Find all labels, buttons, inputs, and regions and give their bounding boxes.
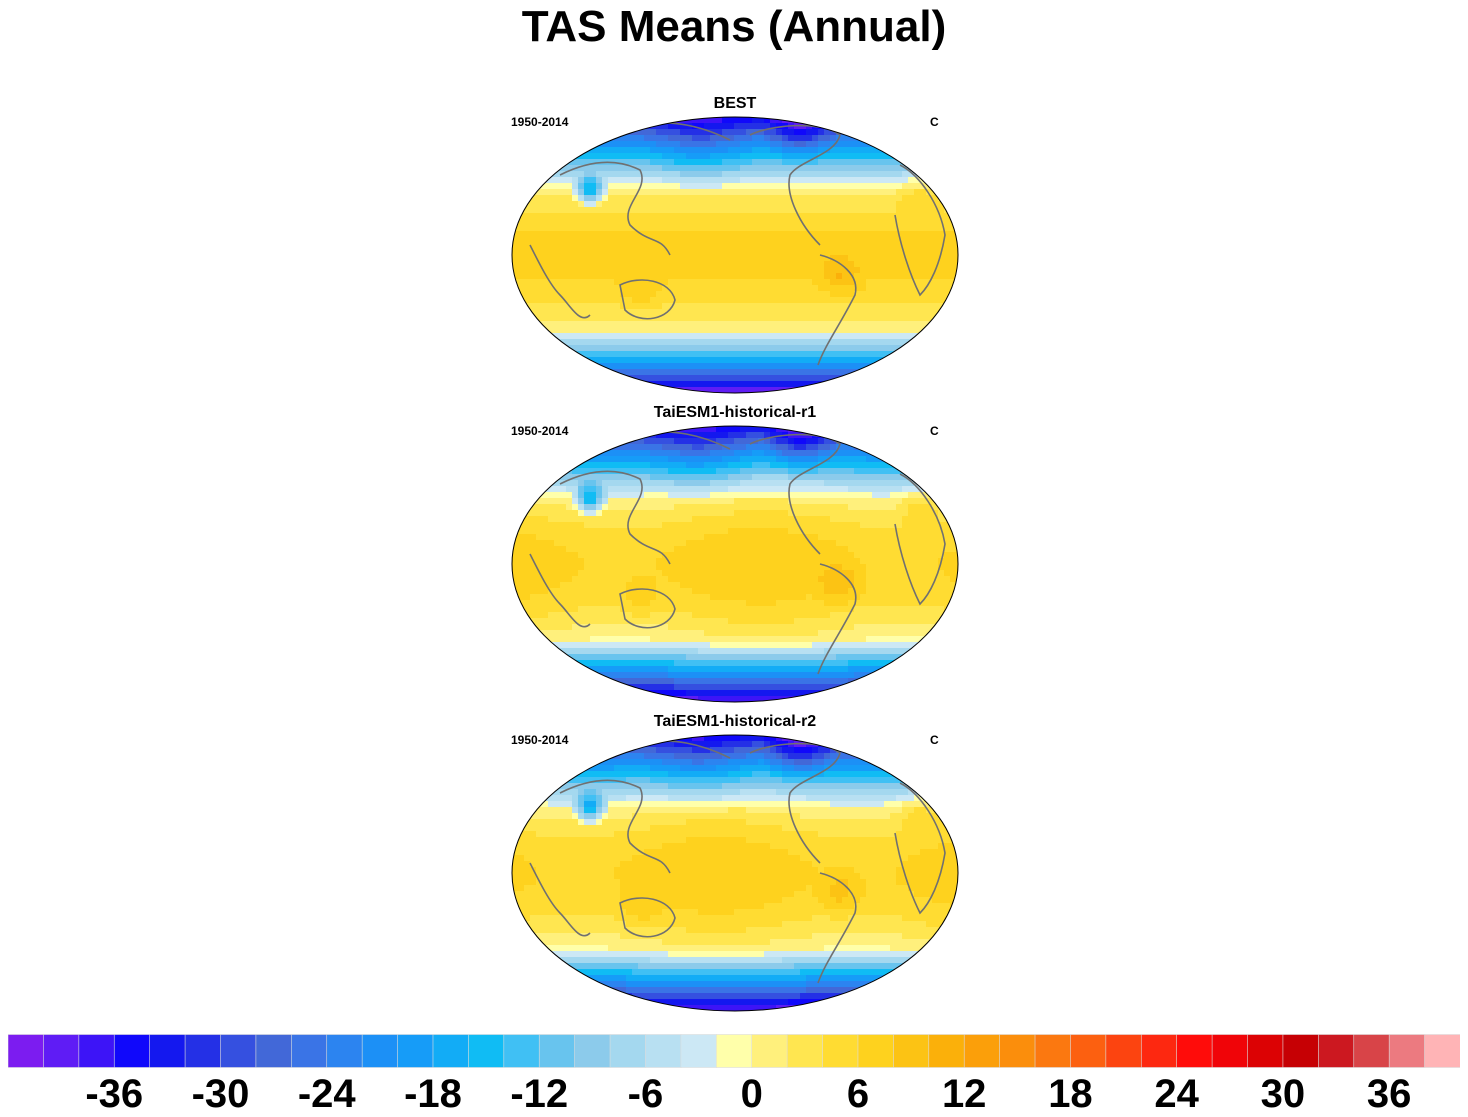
colorbar-swatch [1353,1034,1390,1068]
colorbar-swatch [326,1034,363,1068]
map-panel-taiesm1-r2: TaiESM1-historical-r2 1950-2014 C [500,713,970,1013]
map-border [511,116,959,394]
colorbar-tick-label: 18 [1048,1072,1093,1116]
colorbar-tick-label: 6 [846,1072,870,1116]
temperature-map [511,425,959,703]
colorbar-swatch [609,1034,647,1068]
colorbar-swatch [503,1034,540,1068]
colorbar-tick-label: -18 [404,1072,462,1116]
colorbar-swatch [1211,1034,1249,1068]
panel-title: TaiESM1-historical-r2 [653,713,817,730]
colorbar-swatch [1388,1034,1426,1068]
colorbar-tick-label: 12 [941,1072,987,1116]
colorbar-swatch [113,1034,151,1068]
colorbar-tick-label: 0 [740,1072,763,1116]
colorbar-swatch [680,1034,717,1068]
figure-title: TAS Means (Annual) [521,2,947,51]
colorbar-tick-label: -24 [297,1072,356,1116]
colorbar-swatch [574,1034,611,1068]
colorbar-swatch [1318,1034,1355,1068]
colorbar-tick-label: -6 [627,1072,664,1116]
period-label: 1950-2014 [511,115,569,129]
colorbar-swatch [78,1034,115,1068]
colorbar-swatch [963,1034,1001,1068]
colorbar-tick-label: 24 [1154,1072,1199,1116]
colorbar-swatch [184,1034,222,1068]
colorbar-swatch [1034,1034,1072,1068]
colorbar-swatch [786,1034,824,1068]
colorbar-swatch [822,1034,859,1068]
units-label: C [930,115,939,129]
map-border [511,425,959,703]
colorbar-swatch [538,1034,576,1068]
colorbar-tick-label: 36 [1366,1072,1412,1116]
period-label: 1950-2014 [511,733,569,747]
map-border [511,734,959,1012]
colorbar-swatch [1424,1034,1460,1068]
colorbar-swatch [751,1034,788,1068]
temperature-map [511,116,959,394]
colorbar-swatch [999,1034,1036,1068]
period-label: 1950-2014 [511,424,569,438]
coastlines [529,740,946,984]
colorbar [8,1034,1460,1068]
units-label: C [930,733,939,747]
colorbar-swatch [645,1034,682,1068]
colorbar-swatch [857,1034,894,1068]
colorbar-tick-label: -30 [191,1072,250,1116]
colorbar-swatch [1070,1034,1107,1068]
colorbar-swatch [715,1034,753,1068]
colorbar-swatch [220,1034,257,1068]
colorbar-tick-label: -36 [85,1072,144,1116]
units-label: C [930,424,939,438]
colorbar-tick-label: 30 [1260,1072,1306,1116]
map-panel-taiesm1-r1: TaiESM1-historical-r1 1950-2014 C [500,404,970,704]
coastlines [529,431,946,675]
map-panel-best: BEST 1950-2014 C [500,95,970,395]
colorbar-swatch [928,1034,965,1068]
colorbar-swatch [468,1034,505,1068]
colorbar-tick-label: -12 [510,1072,569,1116]
panel-title: BEST [713,95,757,112]
colorbar-swatch [149,1034,186,1068]
colorbar-swatch [1105,1034,1142,1068]
colorbar-labels: -36 -30 -24 -18 -12 -6 0 6 12 18 24 30 36 [0,1072,1468,1117]
colorbar-swatch [8,1034,45,1068]
colorbar-swatch [291,1034,328,1068]
panel-title: TaiESM1-historical-r1 [653,404,817,421]
colorbar-swatch [432,1034,469,1068]
colorbar-swatch [43,1034,80,1068]
colorbar-swatch [1140,1034,1178,1068]
colorbar-swatch [397,1034,434,1068]
colorbar-swatch [255,1034,292,1068]
temperature-map [511,734,959,1012]
colorbar-swatch [361,1034,399,1068]
colorbar-swatch [1282,1034,1319,1068]
colorbar-swatch [893,1034,930,1068]
colorbar-swatch [1247,1034,1284,1068]
colorbar-swatch [1176,1034,1213,1068]
